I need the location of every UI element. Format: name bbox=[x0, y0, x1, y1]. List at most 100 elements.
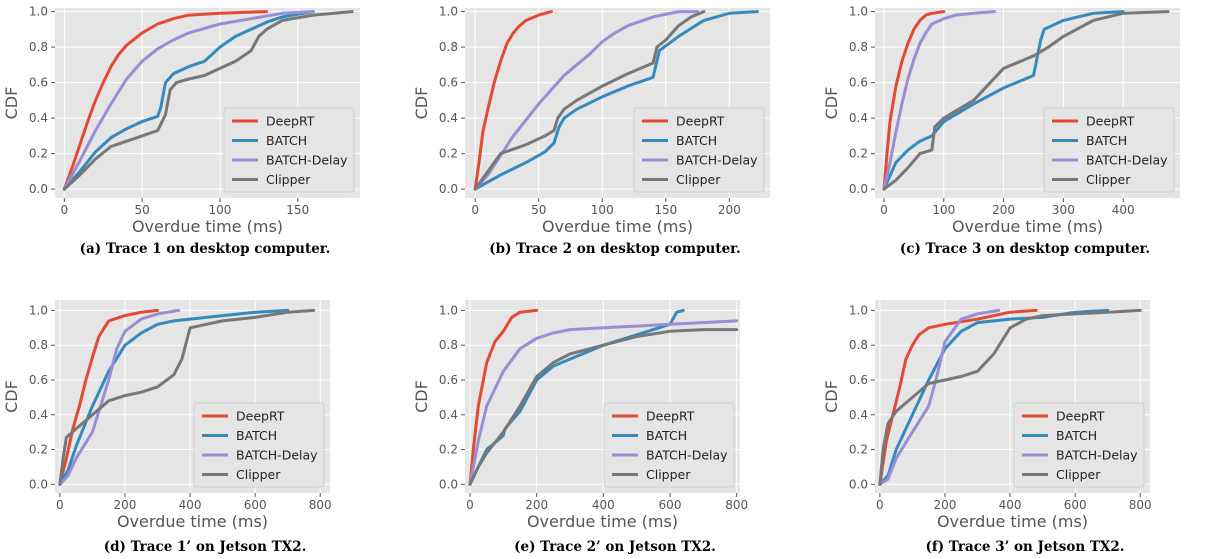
y-tick-label: 0.2 bbox=[849, 443, 868, 457]
legend-label: BATCH-Delay bbox=[1056, 448, 1138, 463]
legend-label: Clipper bbox=[676, 172, 721, 187]
chart-a-svg: 0 50 100 150 0.0 0.2 0.4 0.6 0.8 1.0 Overdue time … bbox=[2, 5, 360, 236]
series-line-deeprt bbox=[58, 308, 159, 486]
x-axis-label: Overdue time (ms) bbox=[527, 512, 678, 531]
y-tick-label: 0.2 bbox=[29, 147, 48, 161]
series-group bbox=[882, 10, 1170, 191]
chart-panel-b: 0 50 100 150 200 0.0 0.2 0.4 0.6 0.8 1.0 Overdue ti… bbox=[410, 0, 820, 270]
x-tick-label: 400 bbox=[592, 498, 615, 512]
y-tick-label: 0.8 bbox=[849, 40, 868, 54]
chart-f-svg: 0 200 400 600 800 0.0 0.2 0.4 0.6 0.8 1.0 Overdue t… bbox=[822, 300, 1152, 531]
y-tick-label: 0.6 bbox=[29, 373, 48, 387]
series-line-clipper bbox=[62, 10, 354, 191]
y-axis-label: CDF bbox=[412, 87, 431, 120]
series-group bbox=[62, 10, 354, 191]
y-tick-label: 0.2 bbox=[29, 443, 48, 457]
legend-box bbox=[193, 402, 325, 488]
y-tick-label: 0.0 bbox=[439, 182, 458, 196]
x-tick-label: 100 bbox=[932, 203, 955, 217]
legend-label: Clipper bbox=[266, 172, 311, 187]
legend: DeepRT BATCH BATCH-Delay Clipper bbox=[1013, 402, 1145, 488]
legend-label: BATCH bbox=[266, 133, 307, 148]
y-tick-label: 0.4 bbox=[29, 408, 48, 422]
x-axis-label: Overdue time (ms) bbox=[132, 217, 283, 236]
series-line-deeprt bbox=[473, 10, 553, 191]
y-tick-label: 0.6 bbox=[849, 373, 868, 387]
series-line-deeprt bbox=[62, 10, 269, 191]
y-tick-label: 1.0 bbox=[29, 303, 48, 317]
series-line-batch bbox=[473, 10, 759, 191]
y-axis-label: CDF bbox=[822, 87, 841, 120]
legend: DeepRT BATCH BATCH-Delay Clipper bbox=[633, 107, 765, 193]
x-tick-label: 50 bbox=[531, 203, 546, 217]
series-line-clipper bbox=[878, 308, 1142, 486]
series-group bbox=[468, 308, 739, 486]
chart-panel-d: 0 200 400 600 800 0.0 0.2 0.4 0.6 0.8 1.0 Overdue t… bbox=[0, 290, 410, 559]
x-tick-label: 300 bbox=[1052, 203, 1075, 217]
legend: DeepRT BATCH BATCH-Delay Clipper bbox=[223, 107, 355, 193]
y-tick-label: 1.0 bbox=[849, 303, 868, 317]
chart-c-caption: (c) Trace 3 on desktop computer. bbox=[899, 241, 1151, 257]
series-group bbox=[58, 308, 316, 486]
y-tick-label: 0.0 bbox=[439, 477, 458, 491]
series-line-batch-delay bbox=[878, 308, 1001, 486]
x-tick-label: 50 bbox=[135, 203, 150, 217]
x-tick-label: 150 bbox=[654, 203, 677, 217]
chart-e-svg: 0 200 400 600 800 0.0 0.2 0.4 0.6 0.8 1.0 Overdue t… bbox=[412, 300, 748, 531]
x-tick-label: 600 bbox=[659, 498, 682, 512]
x-tick-label: 0 bbox=[876, 498, 884, 512]
y-tick-label: 0.4 bbox=[439, 408, 458, 422]
x-tick-label: 200 bbox=[525, 498, 548, 512]
series-line-batch-delay bbox=[882, 10, 997, 191]
series-line-batch bbox=[58, 308, 290, 486]
legend-label: Clipper bbox=[1056, 467, 1101, 482]
x-tick-label: 800 bbox=[1129, 498, 1152, 512]
chart-panel-e: 0 200 400 600 800 0.0 0.2 0.4 0.6 0.8 1.0 Overdue t… bbox=[410, 290, 820, 559]
legend-label: Clipper bbox=[236, 467, 281, 482]
y-tick-label: 0.8 bbox=[439, 40, 458, 54]
series-line-batch-delay bbox=[58, 308, 181, 486]
series-line-clipper bbox=[468, 328, 739, 486]
y-tick-label: 0.6 bbox=[439, 373, 458, 387]
chart-d-caption: (d) Trace 1’ on Jetson TX2. bbox=[103, 539, 307, 555]
series-line-clipper bbox=[473, 10, 706, 191]
legend-box bbox=[223, 107, 355, 193]
x-axis-label: Overdue time (ms) bbox=[937, 512, 1088, 531]
x-tick-label: 100 bbox=[208, 203, 231, 217]
legend-label: BATCH-Delay bbox=[236, 448, 318, 463]
x-tick-label: 200 bbox=[992, 203, 1015, 217]
legend-label: BATCH bbox=[676, 133, 717, 148]
legend-label: DeepRT bbox=[266, 114, 315, 129]
x-axis-label: Overdue time (ms) bbox=[952, 217, 1103, 236]
chart-panel-c: 0 100 200 300 400 0.0 0.2 0.4 0.6 0.8 1.0 Overdue t… bbox=[820, 0, 1230, 270]
legend-label: DeepRT bbox=[1056, 409, 1105, 424]
legend-label: BATCH bbox=[646, 428, 687, 443]
x-tick-label: 600 bbox=[1064, 498, 1087, 512]
y-tick-label: 0.8 bbox=[439, 338, 458, 352]
x-tick-label: 200 bbox=[718, 203, 741, 217]
chart-d-svg: 0 200 400 600 800 0.0 0.2 0.4 0.6 0.8 1.0 Overdue t… bbox=[2, 300, 332, 531]
legend-label: Clipper bbox=[1086, 172, 1131, 187]
chart-panel-f: 0 200 400 600 800 0.0 0.2 0.4 0.6 0.8 1.0 Overdue t… bbox=[820, 290, 1230, 559]
y-tick-label: 0.6 bbox=[439, 76, 458, 90]
x-axis-label: Overdue time (ms) bbox=[542, 217, 693, 236]
legend-label: BATCH-Delay bbox=[676, 153, 758, 168]
y-tick-label: 0.2 bbox=[439, 443, 458, 457]
legend-label: BATCH-Delay bbox=[646, 448, 728, 463]
legend-box bbox=[603, 402, 735, 488]
x-tick-label: 800 bbox=[725, 498, 748, 512]
x-tick-label: 0 bbox=[466, 498, 474, 512]
series-line-batch-delay bbox=[468, 319, 739, 486]
legend-box bbox=[1013, 402, 1145, 488]
legend-label: DeepRT bbox=[676, 114, 725, 129]
y-tick-label: 0.8 bbox=[29, 338, 48, 352]
y-tick-label: 0.0 bbox=[29, 477, 48, 491]
x-tick-label: 150 bbox=[286, 203, 309, 217]
y-tick-label: 0.4 bbox=[29, 111, 48, 125]
legend-label: DeepRT bbox=[236, 409, 285, 424]
x-tick-label: 0 bbox=[880, 203, 888, 217]
y-tick-label: 0.4 bbox=[849, 408, 868, 422]
chart-f-caption: (f) Trace 3’ on Jetson TX2. bbox=[925, 539, 1125, 555]
chart-b-caption: (b) Trace 2 on desktop computer. bbox=[489, 241, 741, 257]
legend: DeepRT BATCH BATCH-Delay Clipper bbox=[603, 402, 735, 488]
